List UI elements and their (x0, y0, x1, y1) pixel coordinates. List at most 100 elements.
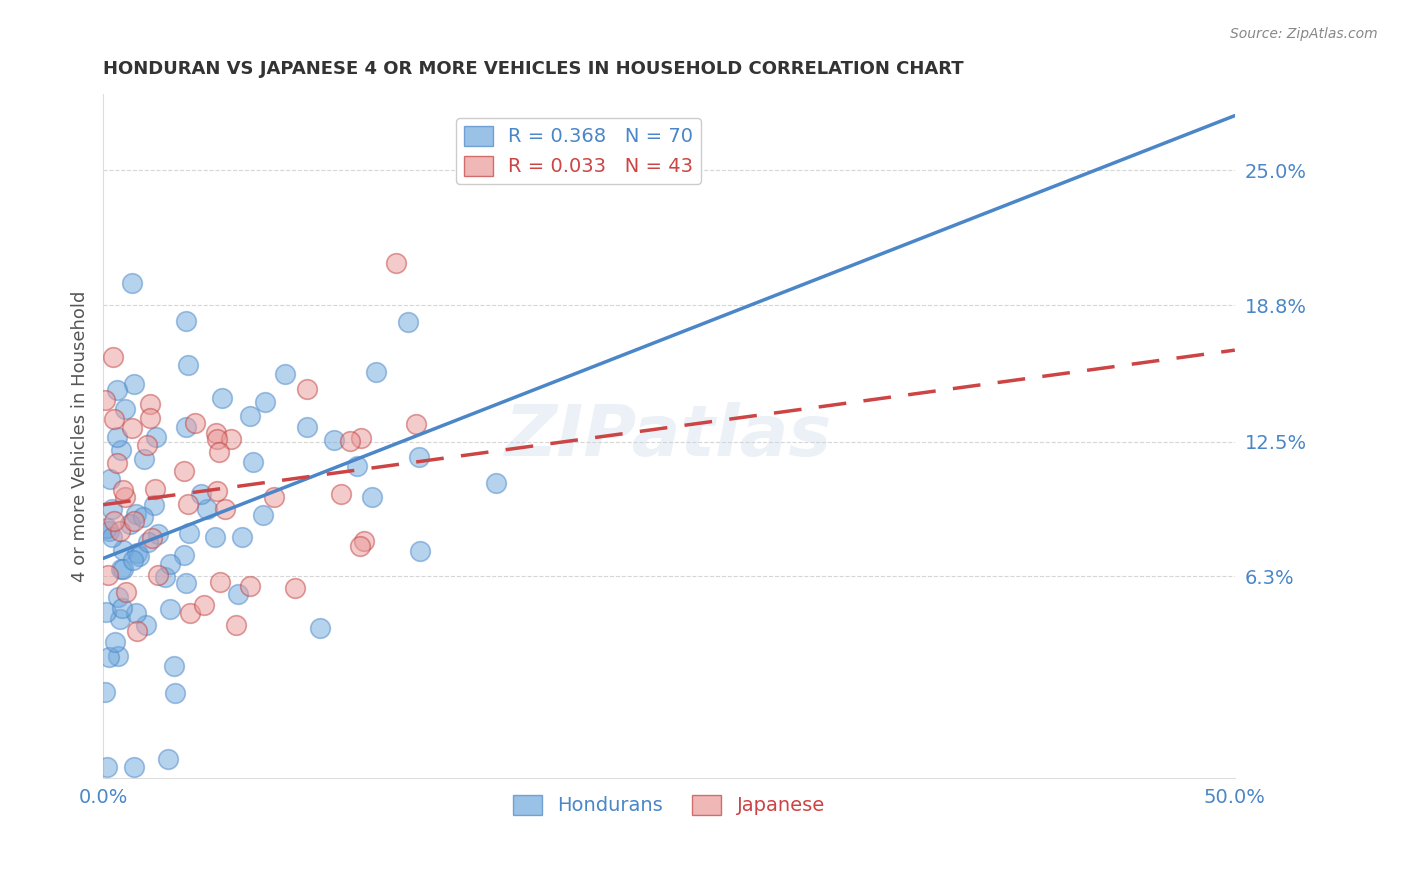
Legend: Hondurans, Japanese: Hondurans, Japanese (505, 787, 832, 823)
Point (159, 602, 181, 616)
Point (226, 587, 249, 601)
Point (323, 433, 346, 447)
Point (110, 442, 132, 457)
Point (239, 409, 262, 424)
Point (104, 635, 127, 649)
Point (125, 546, 148, 560)
Point (110, 562, 132, 576)
Point (253, 395, 276, 409)
Point (197, 502, 219, 516)
Point (105, 429, 128, 443)
Point (176, 576, 198, 591)
Point (174, 420, 197, 434)
Point (103, 514, 125, 528)
Point (214, 502, 236, 516)
Point (361, 490, 384, 504)
Point (349, 431, 371, 445)
Point (205, 426, 228, 441)
Point (409, 544, 432, 558)
Point (184, 416, 207, 430)
Point (96, 605, 118, 619)
Point (263, 490, 285, 504)
Point (111, 600, 134, 615)
Point (105, 456, 128, 470)
Point (346, 459, 368, 474)
Point (242, 455, 264, 469)
Point (114, 490, 136, 504)
Point (396, 315, 419, 329)
Point (211, 392, 233, 406)
Point (177, 497, 200, 511)
Point (385, 256, 408, 270)
Point (98, 472, 121, 486)
Point (112, 483, 135, 497)
Point (173, 464, 195, 478)
Point (209, 574, 232, 589)
Text: HONDURAN VS JAPANESE 4 OR MORE VEHICLES IN HOUSEHOLD CORRELATION CHART: HONDURAN VS JAPANESE 4 OR MORE VEHICLES … (103, 60, 963, 78)
Point (132, 510, 155, 524)
Point (112, 543, 135, 558)
Text: ZIPatlas: ZIPatlas (505, 401, 832, 471)
Point (143, 482, 166, 496)
Point (103, 412, 125, 426)
Point (111, 562, 134, 576)
Point (121, 421, 143, 435)
Point (205, 484, 228, 499)
Point (124, 377, 146, 392)
Point (139, 411, 162, 425)
Point (309, 621, 332, 635)
Point (108, 612, 131, 626)
Point (101, 350, 124, 364)
Point (135, 617, 157, 632)
Point (139, 397, 162, 411)
Point (136, 535, 159, 549)
Point (349, 540, 371, 554)
Point (128, 549, 150, 563)
Point (163, 686, 186, 700)
Point (329, 487, 352, 501)
Point (225, 618, 247, 632)
Point (252, 508, 274, 522)
Point (157, 752, 180, 766)
Point (153, 570, 176, 584)
Point (173, 549, 195, 563)
Point (107, 648, 129, 663)
Point (219, 433, 242, 447)
Point (100, 531, 122, 545)
Point (405, 417, 427, 431)
Point (297, 382, 319, 396)
Point (94, 685, 117, 699)
Point (205, 432, 228, 446)
Point (135, 438, 157, 452)
Point (204, 530, 226, 544)
Point (339, 434, 361, 448)
Point (143, 499, 166, 513)
Point (177, 359, 200, 373)
Point (105, 383, 128, 397)
Point (274, 368, 297, 382)
Point (121, 276, 143, 290)
Text: Source: ZipAtlas.com: Source: ZipAtlas.com (1230, 27, 1378, 41)
Point (284, 581, 307, 595)
Point (124, 760, 146, 774)
Point (141, 532, 163, 546)
Point (148, 527, 170, 541)
Point (107, 590, 129, 604)
Point (295, 420, 318, 434)
Point (148, 568, 170, 582)
Point (114, 402, 136, 417)
Point (190, 487, 212, 501)
Point (98, 649, 121, 664)
Point (125, 624, 148, 639)
Point (353, 534, 375, 549)
Point (124, 514, 146, 528)
Point (96, 521, 118, 535)
Point (208, 445, 231, 459)
Point (193, 598, 215, 612)
Point (108, 524, 131, 538)
Point (174, 314, 197, 328)
Point (97, 568, 120, 582)
Point (101, 501, 124, 516)
Point (484, 475, 506, 490)
Point (179, 606, 201, 620)
